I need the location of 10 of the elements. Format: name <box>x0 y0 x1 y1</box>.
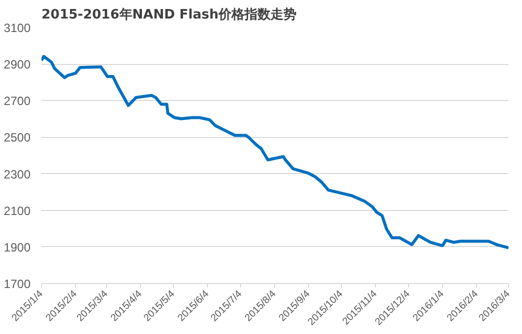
y-tick-label: 2700 <box>4 94 31 108</box>
y-tick-label: 1700 <box>4 277 31 291</box>
line-series <box>42 54 508 250</box>
y-tick-label: 1900 <box>4 240 31 254</box>
y-tick-label: 3100 <box>4 21 31 35</box>
y-tick-label: 2100 <box>4 204 31 218</box>
chart-title: 2015-2016年NAND Flash价格指数走势 <box>42 6 296 22</box>
y-tick-label: 2500 <box>4 130 31 145</box>
y-tick-label: 2900 <box>4 58 31 72</box>
y-tick-label: 2300 <box>4 167 31 182</box>
